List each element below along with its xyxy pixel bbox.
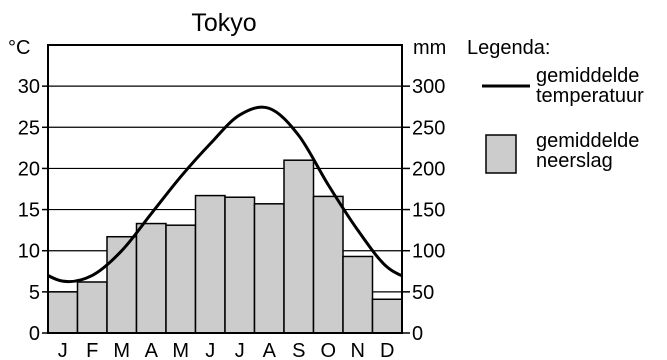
left-tick-label: 30	[18, 76, 40, 98]
month-label: J	[205, 340, 215, 360]
temperature-line	[48, 105, 402, 284]
left-tick-label: 10	[18, 241, 40, 263]
month-label: A	[263, 340, 277, 360]
right-tick-label: 150	[412, 200, 445, 222]
right-tick-label: 50	[412, 282, 434, 304]
right-axis-ticks: 0 50 100 150 200 250 300	[402, 76, 445, 345]
precipitation-bar	[76, 281, 108, 334]
left-tick-label: 5	[29, 282, 40, 304]
legend-temperature-label-2: temperatuur	[536, 85, 644, 107]
precipitation-bar	[342, 255, 374, 334]
right-tick-label: 200	[412, 158, 445, 180]
right-tick-label: 300	[412, 76, 445, 98]
month-label: O	[320, 340, 336, 360]
right-tick-label: 0	[412, 323, 423, 345]
month-label: J	[235, 340, 245, 360]
month-label: J	[58, 340, 68, 360]
precipitation-bar	[194, 194, 226, 334]
precipitation-bar	[135, 222, 167, 334]
plot-frame	[47, 44, 403, 334]
right-tick-label: 100	[412, 241, 445, 263]
legend-bar-swatch	[485, 134, 517, 174]
left-axis-unit: °C	[8, 37, 30, 59]
month-label: M	[172, 340, 189, 360]
precipitation-bar	[253, 203, 285, 334]
temperature-line-group	[48, 105, 402, 284]
legend-temperature-label-1: gemiddelde	[536, 65, 639, 87]
precipitation-bar	[224, 196, 256, 334]
month-label: N	[351, 340, 365, 360]
month-label: A	[145, 340, 159, 360]
month-label: M	[113, 340, 130, 360]
legend-title: Legenda:	[467, 37, 550, 59]
chart-title: Tokyo	[191, 9, 256, 37]
left-tick-label: 0	[29, 323, 40, 345]
left-axis-ticks: 0 5 10 15 20 25 30	[18, 76, 48, 345]
legend-precipitation-label-1: gemiddelde	[536, 130, 639, 152]
precipitation-bar	[47, 291, 79, 334]
left-tick-label: 25	[18, 117, 40, 139]
right-axis-unit: mm	[413, 37, 446, 59]
precipitation-bar	[371, 298, 403, 334]
precipitation-bar	[312, 195, 344, 334]
right-tick-label: 250	[412, 117, 445, 139]
precipitation-bars	[47, 159, 403, 334]
left-tick-label: 15	[18, 200, 40, 222]
left-tick-label: 20	[18, 158, 40, 180]
legend: Legenda: gemiddelde temperatuur gemiddel…	[467, 37, 644, 174]
month-label: F	[86, 340, 98, 360]
month-label: D	[380, 340, 394, 360]
precipitation-bar	[165, 224, 197, 334]
legend-precipitation-label-2: neerslag	[536, 150, 613, 172]
month-label: S	[292, 340, 305, 360]
precipitation-bar	[283, 159, 315, 334]
